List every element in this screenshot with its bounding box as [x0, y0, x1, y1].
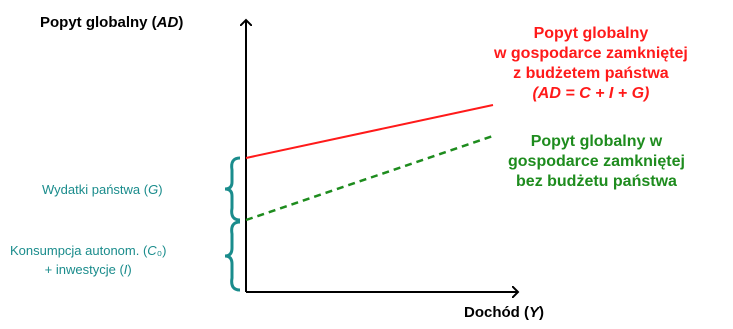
autonomous-consumption-label: Konsumpcja autonom. (C₀) + inwestycje (I…	[10, 243, 167, 277]
autonomous-brace	[224, 220, 241, 292]
ad-without-budget-line	[245, 134, 494, 222]
ad-without-budget-label: Popyt globalny w gospodarce zamkniętej b…	[508, 133, 685, 190]
y-axis-label: Popyt globalny (AD)	[40, 14, 184, 31]
ad-formula: (AD = C + I + G)	[532, 85, 650, 102]
government-spending-label: Wydatki państwa (G)	[42, 182, 163, 197]
x-axis-label: Dochód (Y)	[464, 304, 545, 321]
ad-with-budget-label: Popyt globalny w gospodarce zamkniętej z…	[494, 25, 688, 102]
ad-with-budget-line	[245, 104, 494, 159]
government-spending-brace	[224, 156, 241, 222]
